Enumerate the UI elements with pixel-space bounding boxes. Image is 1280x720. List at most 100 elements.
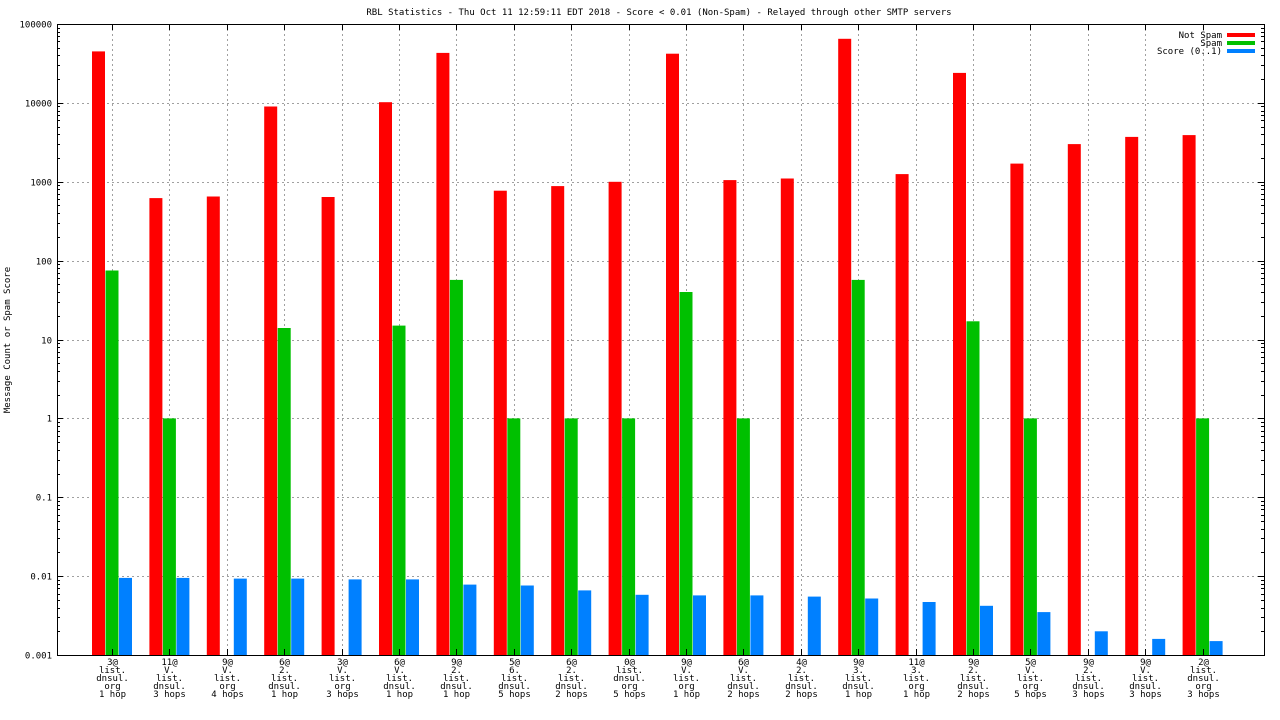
bar-spam bbox=[162, 418, 176, 655]
x-tick-label-line: 3 hops bbox=[1072, 690, 1105, 700]
x-tick-label-line: 2. bbox=[279, 666, 290, 676]
bar-not-spam bbox=[1067, 144, 1081, 655]
x-tick-label: 9@ 2. list. dnsul. 3 hops bbox=[1072, 658, 1105, 700]
bar-score-0-1 bbox=[922, 602, 936, 655]
bar-score-0-1 bbox=[520, 585, 534, 655]
bar-spam bbox=[679, 292, 693, 655]
x-tick-label-line: 6@ bbox=[566, 658, 577, 668]
x-tick-label-line: V. bbox=[222, 666, 233, 676]
x-tick-label-line: 11@ bbox=[161, 658, 178, 668]
x-tick-label-line: list. bbox=[1190, 666, 1217, 676]
x-tick-label-line: 1 hop bbox=[386, 690, 413, 700]
x-tick-label-line: 5@ bbox=[509, 658, 520, 668]
y-tick-label: 100000 bbox=[19, 21, 52, 31]
bar-not-spam bbox=[953, 72, 966, 655]
x-tick-label-line: 9@ bbox=[222, 658, 233, 668]
x-tick-label-line: 2 hops bbox=[727, 690, 760, 700]
bar-spam bbox=[564, 418, 578, 655]
x-tick-label-line: org bbox=[1195, 682, 1211, 692]
x-tick-label: 9@ 2. list. dnsul. 1 hop bbox=[440, 658, 473, 700]
x-tick-label-line: list. bbox=[386, 674, 413, 684]
x-tick-label-line: 9@ bbox=[853, 658, 864, 668]
bar-spam bbox=[851, 279, 865, 655]
x-tick-label-line: 9@ bbox=[451, 658, 462, 668]
bar-not-spam bbox=[493, 190, 507, 655]
x-tick-label: 9@ 2. list. dnsul. 2 hops bbox=[957, 658, 990, 700]
x-tick-label: 2@ list. dnsul. org 3 hops bbox=[1187, 658, 1220, 700]
x-tick-label: 9@ V. list. org 1 hop bbox=[673, 658, 700, 700]
y-tick-label: 0.01 bbox=[30, 573, 52, 583]
x-tick-label-line: dnsul. bbox=[727, 682, 760, 692]
bar-not-spam bbox=[379, 102, 392, 655]
x-tick-label: 9@ V. list. dnsul. 3 hops bbox=[1129, 658, 1162, 700]
x-tick-label: 9@ 3. list. dnsul. 1 hop bbox=[842, 658, 875, 700]
bar-score-0-1 bbox=[1094, 631, 1108, 655]
bar-score-0-1 bbox=[463, 584, 477, 655]
x-tick-label-line: 4@ bbox=[796, 658, 807, 668]
bar-not-spam bbox=[666, 53, 679, 655]
x-tick-label-line: 2 hops bbox=[957, 690, 990, 700]
x-tick-label-line: dnsul. bbox=[440, 682, 473, 692]
x-tick-label-line: V. bbox=[394, 666, 405, 676]
bar-spam bbox=[736, 418, 750, 655]
bar-score-0-1 bbox=[635, 594, 649, 655]
y-tick-label: 1000 bbox=[30, 179, 52, 189]
x-tick-label-line: list. bbox=[1017, 674, 1044, 684]
x-tick-label: 11@ 3. list. org 1 hop bbox=[903, 658, 930, 700]
x-tick-label-line: dnsul. bbox=[1129, 682, 1162, 692]
x-tick-label-line: 11@ bbox=[908, 658, 925, 668]
x-tick-label-line: dnsul. bbox=[555, 682, 588, 692]
x-tick-label-line: list. bbox=[616, 666, 643, 676]
grid-lines bbox=[57, 24, 1264, 655]
y-tick-label: 10 bbox=[41, 337, 52, 347]
bar-score-0-1 bbox=[176, 577, 190, 655]
x-tick-label-line: 1 hop bbox=[443, 690, 470, 700]
bar-spam bbox=[507, 418, 521, 655]
x-tick-label-line: list. bbox=[673, 674, 700, 684]
bar-score-0-1 bbox=[406, 579, 419, 655]
x-tick-label-line: 4 hops bbox=[211, 690, 244, 700]
x-tick-label-line: dnsul. bbox=[1072, 682, 1105, 692]
x-tick-label: 0@ list. dnsul. org 5 hops bbox=[613, 658, 646, 700]
x-tick-label-line: 5 hops bbox=[1014, 690, 1047, 700]
x-tick-label: 11@ V. list. dnsul. 3 hops bbox=[153, 658, 186, 700]
x-tick-label: 6@ V. list. dnsul. 2 hops bbox=[727, 658, 760, 700]
bar-score-0-1 bbox=[348, 579, 362, 655]
x-tick-label-line: org bbox=[219, 682, 235, 692]
x-tick-label-line: 9@ bbox=[1140, 658, 1151, 668]
x-tick-label-line: 5 hops bbox=[613, 690, 646, 700]
x-tick-label-line: V. bbox=[681, 666, 692, 676]
bar-score-0-1 bbox=[1037, 612, 1051, 655]
bar-spam bbox=[277, 328, 291, 655]
bar-not-spam bbox=[92, 51, 105, 655]
x-tick-label-line: 1 hop bbox=[673, 690, 700, 700]
x-tick-label-line: dnsul. bbox=[1187, 674, 1220, 684]
x-tick-label-line: 2. bbox=[566, 666, 577, 676]
x-tick-label: 6@ V. list. dnsul. 1 hop bbox=[383, 658, 416, 700]
x-tick-label-line: 3. bbox=[853, 666, 864, 676]
x-tick-label-line: V. bbox=[1140, 666, 1151, 676]
bar-not-spam bbox=[206, 196, 220, 655]
x-tick-label-line: list. bbox=[271, 674, 298, 684]
bar-not-spam bbox=[608, 181, 622, 656]
chart-title: RBL Statistics - Thu Oct 11 12:59:11 EDT… bbox=[366, 8, 951, 18]
x-tick-label-line: list. bbox=[960, 674, 987, 684]
y-tick-label: 1 bbox=[47, 415, 52, 425]
y-tick-label: 0.1 bbox=[36, 494, 52, 504]
bar-score-0-1 bbox=[291, 578, 305, 655]
x-tick-label-line: list. bbox=[558, 674, 585, 684]
bar-score-0-1 bbox=[233, 578, 247, 655]
bar-not-spam bbox=[780, 178, 794, 655]
x-tick-label-line: dnsul. bbox=[613, 674, 646, 684]
bar-score-0-1 bbox=[980, 605, 993, 655]
x-tick-label-line: list. bbox=[845, 674, 872, 684]
x-tick-label-line: list. bbox=[903, 674, 930, 684]
x-tick-label-line: 6@ bbox=[394, 658, 405, 668]
x-tick-label-line: 5@ bbox=[1025, 658, 1036, 668]
x-tick-label-line: 1 hop bbox=[99, 690, 126, 700]
x-tick-label-line: 2@ bbox=[1198, 658, 1209, 668]
legend-label: Not Spam bbox=[1179, 31, 1222, 41]
